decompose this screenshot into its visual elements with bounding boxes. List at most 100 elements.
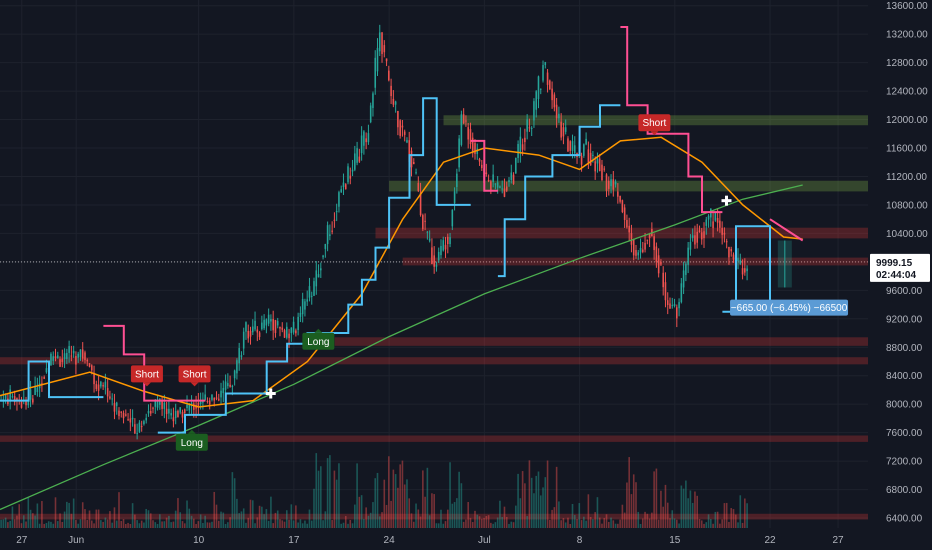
candle-body [639, 247, 642, 253]
volume-bar [698, 519, 701, 528]
candle-body [181, 411, 184, 418]
candle-body [714, 212, 717, 221]
candle-body [322, 255, 324, 258]
candle-body [437, 251, 440, 261]
volume-bar [517, 473, 519, 528]
volume-bar [408, 498, 411, 528]
candle-body [378, 32, 381, 52]
volume-bar [47, 521, 50, 528]
volume-bar [696, 495, 699, 528]
volume-bar [102, 521, 104, 528]
candle-body [730, 249, 733, 252]
candle-body [401, 125, 404, 128]
volume-bar [113, 507, 116, 528]
volume-bar [32, 513, 34, 528]
volume-bar [678, 523, 680, 528]
volume-bar [310, 520, 313, 528]
candle-body [440, 245, 442, 256]
volume-bar [281, 520, 284, 528]
volume-bar [41, 501, 43, 528]
candle-body [238, 348, 240, 364]
volume-bar [97, 509, 100, 528]
volume-bar [401, 460, 404, 528]
volume-bar [576, 519, 578, 528]
candle-body [517, 144, 519, 158]
volume-bar [519, 498, 522, 528]
volume-bar [641, 518, 644, 528]
candle-body [648, 234, 651, 238]
candle-body [106, 388, 109, 397]
measure-tool[interactable]: −665.00 (−6.45%) −66500 [730, 240, 849, 316]
signal-label: Short [135, 369, 159, 380]
trail-short-line [620, 26, 723, 214]
time-tick-label: 27 [833, 535, 845, 546]
signal-box [638, 114, 671, 132]
volume-bar [138, 523, 141, 528]
volume-bar [188, 508, 191, 528]
candle-body [539, 88, 542, 90]
volume-bar [233, 478, 236, 528]
volume-bar [653, 471, 655, 528]
volume-bar [580, 520, 583, 528]
ma-fast-line [0, 136, 803, 408]
candle-body [673, 303, 676, 307]
candle-body [508, 180, 510, 183]
candle-body [100, 381, 102, 387]
volume-bar [700, 520, 703, 528]
candle-body [485, 172, 488, 175]
candle-body [444, 244, 447, 250]
candle-body [54, 356, 57, 358]
candle-body [607, 180, 610, 189]
volume-bar [412, 521, 415, 528]
candle-body [81, 349, 84, 359]
candle-body [208, 400, 211, 405]
volume-bar [442, 523, 445, 528]
volume-bar [363, 518, 365, 528]
candle-body [533, 101, 535, 121]
volume-bar [594, 512, 596, 528]
candle-body [70, 355, 73, 357]
volume-bar [558, 501, 560, 528]
volume-bar [143, 522, 145, 528]
volume-bar [90, 520, 93, 528]
volume-bar [607, 521, 610, 528]
price-tick-label: 10800.00 [886, 200, 928, 211]
candle-body [177, 410, 179, 418]
candle-body [295, 330, 297, 334]
candle-body [487, 179, 490, 182]
candle-body [251, 326, 254, 333]
volume-bar [34, 515, 36, 528]
candle-countdown: 02:44:04 [876, 270, 916, 281]
candle-body [719, 220, 721, 228]
volume-bar [515, 505, 517, 528]
signal-label: Long [181, 438, 203, 449]
candle-body [147, 411, 150, 414]
time-axis[interactable]: 27 Jun 10 17 24 Jul 8 15 22 27 [0, 528, 932, 550]
volume-bar [456, 498, 458, 528]
volume-bar [725, 502, 728, 528]
candle-body [186, 404, 188, 408]
price-tick-label: 6800.00 [886, 485, 923, 496]
volume-bar [446, 509, 449, 528]
volume-bar [619, 519, 621, 528]
candle-body [324, 244, 327, 249]
volume-bar [50, 521, 52, 528]
candle-body [138, 422, 141, 432]
candle-body [310, 295, 313, 297]
candle-body [122, 412, 125, 419]
volume-bar [369, 512, 372, 528]
volume-bar [36, 503, 39, 528]
volume-bar [9, 520, 11, 528]
candle-body [131, 417, 134, 420]
candle-body [127, 419, 129, 421]
candle-body [188, 404, 191, 411]
last-price-value: 9999.15 [876, 258, 913, 269]
price-tick-label: 11200.00 [886, 172, 927, 183]
volume-bar [492, 523, 494, 528]
volume-bar [528, 460, 531, 528]
volume-bar [390, 500, 392, 528]
last-price-box [870, 253, 930, 282]
candle-body [281, 327, 284, 330]
